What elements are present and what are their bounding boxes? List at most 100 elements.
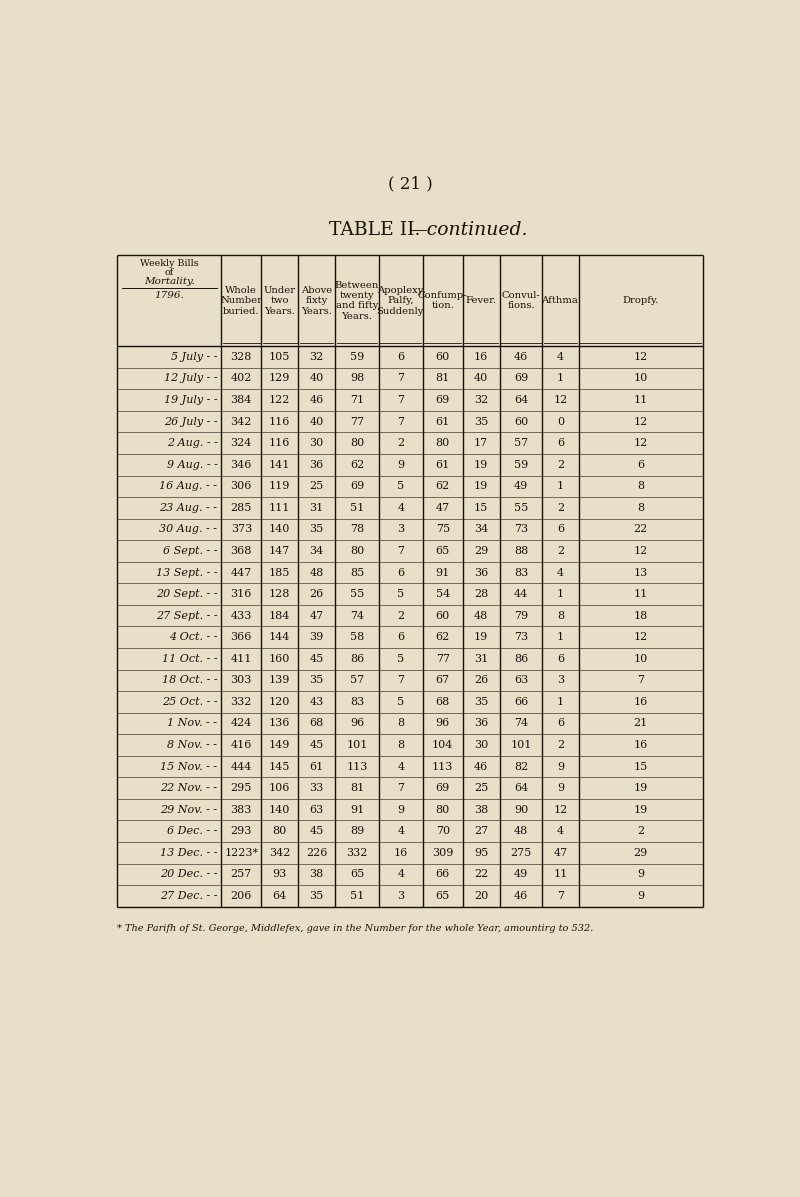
Text: 128: 128 bbox=[269, 589, 290, 598]
Text: 6 Sept. - -: 6 Sept. - - bbox=[163, 546, 218, 555]
Text: 4: 4 bbox=[557, 826, 564, 837]
Text: 35: 35 bbox=[310, 891, 324, 901]
Text: 3: 3 bbox=[398, 891, 405, 901]
Text: 43: 43 bbox=[310, 697, 324, 707]
Text: 73: 73 bbox=[514, 632, 528, 643]
Text: Palfy,: Palfy, bbox=[388, 296, 414, 305]
Text: 32: 32 bbox=[474, 395, 488, 405]
Text: 65: 65 bbox=[350, 869, 364, 880]
Text: 95: 95 bbox=[474, 847, 488, 858]
Text: 47: 47 bbox=[554, 847, 568, 858]
Text: Years.: Years. bbox=[264, 306, 295, 316]
Text: 78: 78 bbox=[350, 524, 364, 534]
Text: 48: 48 bbox=[514, 826, 528, 837]
Text: 96: 96 bbox=[436, 718, 450, 729]
Text: 1 Nov. - -: 1 Nov. - - bbox=[167, 718, 218, 729]
Text: 303: 303 bbox=[230, 675, 252, 686]
Text: 26: 26 bbox=[474, 675, 488, 686]
Text: 12: 12 bbox=[634, 438, 648, 448]
Text: 147: 147 bbox=[269, 546, 290, 555]
Text: 19: 19 bbox=[474, 460, 488, 469]
Text: 309: 309 bbox=[432, 847, 454, 858]
Text: 139: 139 bbox=[269, 675, 290, 686]
Text: 58: 58 bbox=[350, 632, 364, 643]
Text: Convul-: Convul- bbox=[502, 291, 541, 300]
Text: 79: 79 bbox=[514, 610, 528, 621]
Text: 27 Dec. - -: 27 Dec. - - bbox=[160, 891, 218, 901]
Text: 13 Dec. - -: 13 Dec. - - bbox=[160, 847, 218, 858]
Text: Years.: Years. bbox=[342, 311, 373, 321]
Text: 45: 45 bbox=[310, 654, 324, 664]
Text: ( 21 ): ( 21 ) bbox=[388, 175, 432, 193]
Text: 64: 64 bbox=[514, 783, 528, 794]
Text: 81: 81 bbox=[436, 373, 450, 383]
Text: 295: 295 bbox=[230, 783, 252, 794]
Text: 65: 65 bbox=[436, 546, 450, 555]
Text: 75: 75 bbox=[436, 524, 450, 534]
Text: Apoplexy,: Apoplexy, bbox=[377, 286, 425, 294]
Text: * The Parifh of St. George, Middlefex, gave in the Number for the whole Year, am: * The Parifh of St. George, Middlefex, g… bbox=[117, 924, 594, 932]
Text: 33: 33 bbox=[310, 783, 324, 794]
Text: 9: 9 bbox=[557, 783, 564, 794]
Text: 27 Sept. - -: 27 Sept. - - bbox=[156, 610, 218, 621]
Text: 73: 73 bbox=[514, 524, 528, 534]
Text: 5 July - -: 5 July - - bbox=[171, 352, 218, 361]
Text: 57: 57 bbox=[350, 675, 364, 686]
Text: 61: 61 bbox=[436, 417, 450, 426]
Text: 184: 184 bbox=[269, 610, 290, 621]
Text: 66: 66 bbox=[514, 697, 528, 707]
Text: 141: 141 bbox=[269, 460, 290, 469]
Text: 61: 61 bbox=[436, 460, 450, 469]
Text: 26: 26 bbox=[310, 589, 324, 598]
Text: 19 July - -: 19 July - - bbox=[164, 395, 218, 405]
Text: 47: 47 bbox=[310, 610, 324, 621]
Text: two: two bbox=[270, 296, 289, 305]
Text: 62: 62 bbox=[350, 460, 364, 469]
Text: 22: 22 bbox=[474, 869, 488, 880]
Text: 7: 7 bbox=[398, 395, 405, 405]
Text: 316: 316 bbox=[230, 589, 252, 598]
Text: 12: 12 bbox=[554, 804, 568, 815]
Text: 4: 4 bbox=[398, 761, 405, 772]
Text: 10: 10 bbox=[634, 373, 648, 383]
Text: 83: 83 bbox=[514, 567, 528, 577]
Text: 4: 4 bbox=[557, 352, 564, 361]
Text: 80: 80 bbox=[273, 826, 286, 837]
Text: Between: Between bbox=[334, 280, 379, 290]
Text: 20 Dec. - -: 20 Dec. - - bbox=[160, 869, 218, 880]
Text: 122: 122 bbox=[269, 395, 290, 405]
Text: 64: 64 bbox=[514, 395, 528, 405]
Text: 35: 35 bbox=[310, 524, 324, 534]
Text: 11 Oct. - -: 11 Oct. - - bbox=[162, 654, 218, 664]
Text: 2: 2 bbox=[557, 546, 564, 555]
Text: 4: 4 bbox=[398, 503, 405, 512]
Text: Confump-: Confump- bbox=[418, 291, 468, 300]
Text: fions.: fions. bbox=[507, 302, 535, 310]
Text: 0: 0 bbox=[557, 417, 564, 426]
Text: 149: 149 bbox=[269, 740, 290, 751]
Text: 62: 62 bbox=[436, 481, 450, 491]
Text: 293: 293 bbox=[230, 826, 252, 837]
Text: 46: 46 bbox=[474, 761, 488, 772]
Text: 4 Oct. - -: 4 Oct. - - bbox=[169, 632, 218, 643]
Text: 11: 11 bbox=[634, 589, 648, 598]
Text: 30 Aug. - -: 30 Aug. - - bbox=[159, 524, 218, 534]
Text: 25: 25 bbox=[310, 481, 324, 491]
Text: 402: 402 bbox=[230, 373, 252, 383]
Text: 6: 6 bbox=[557, 718, 564, 729]
Text: 16: 16 bbox=[634, 740, 648, 751]
Text: 62: 62 bbox=[436, 632, 450, 643]
Text: 447: 447 bbox=[230, 567, 252, 577]
Text: 74: 74 bbox=[514, 718, 528, 729]
Text: 55: 55 bbox=[350, 589, 364, 598]
Text: 60: 60 bbox=[436, 610, 450, 621]
Text: 5: 5 bbox=[398, 589, 405, 598]
Text: 46: 46 bbox=[514, 352, 528, 361]
Text: 34: 34 bbox=[310, 546, 324, 555]
Text: Above: Above bbox=[301, 286, 332, 294]
Text: 25: 25 bbox=[474, 783, 488, 794]
Text: 17: 17 bbox=[474, 438, 488, 448]
Text: 144: 144 bbox=[269, 632, 290, 643]
Text: 7: 7 bbox=[398, 373, 405, 383]
Text: 116: 116 bbox=[269, 438, 290, 448]
